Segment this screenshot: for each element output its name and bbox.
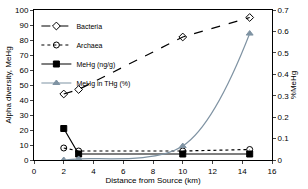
- svg-text:0.1: 0.1: [278, 134, 290, 143]
- svg-text:0.6: 0.6: [278, 27, 290, 36]
- svg-text:%MeHg: %MeHg: [289, 71, 298, 99]
- svg-text:16: 16: [268, 167, 277, 176]
- svg-text:Bacteria: Bacteria: [76, 23, 102, 30]
- svg-text:40: 40: [19, 96, 28, 105]
- svg-text:80: 80: [19, 36, 28, 45]
- svg-text:20: 20: [19, 126, 28, 135]
- svg-text:12: 12: [208, 167, 217, 176]
- svg-text:0.2: 0.2: [278, 113, 290, 122]
- svg-text:Alpha diversity, MeHg: Alpha diversity, MeHg: [4, 46, 13, 123]
- svg-text:0.7: 0.7: [278, 6, 290, 15]
- svg-text:Distance from Source (km): Distance from Source (km): [105, 176, 200, 185]
- svg-text:2: 2: [62, 167, 67, 176]
- svg-text:MeHg in THg (%): MeHg in THg (%): [76, 80, 130, 88]
- svg-text:60: 60: [19, 66, 28, 75]
- svg-text:70: 70: [19, 51, 28, 60]
- svg-text:0.4: 0.4: [278, 70, 290, 79]
- svg-text:0.5: 0.5: [278, 49, 290, 58]
- svg-text:8: 8: [151, 167, 156, 176]
- svg-text:50: 50: [19, 81, 28, 90]
- svg-text:100: 100: [15, 6, 29, 15]
- svg-text:0: 0: [278, 156, 283, 165]
- svg-text:6: 6: [121, 167, 126, 176]
- svg-text:4: 4: [91, 167, 96, 176]
- svg-text:30: 30: [19, 111, 28, 120]
- svg-text:14: 14: [238, 167, 247, 176]
- svg-text:0: 0: [24, 156, 29, 165]
- svg-text:0: 0: [32, 167, 37, 176]
- svg-text:Archaea: Archaea: [76, 42, 102, 49]
- svg-text:0.3: 0.3: [278, 92, 290, 101]
- svg-text:90: 90: [19, 21, 28, 30]
- svg-text:10: 10: [19, 141, 28, 150]
- svg-text:MeHg (ng/g): MeHg (ng/g): [76, 61, 115, 69]
- svg-text:10: 10: [178, 167, 187, 176]
